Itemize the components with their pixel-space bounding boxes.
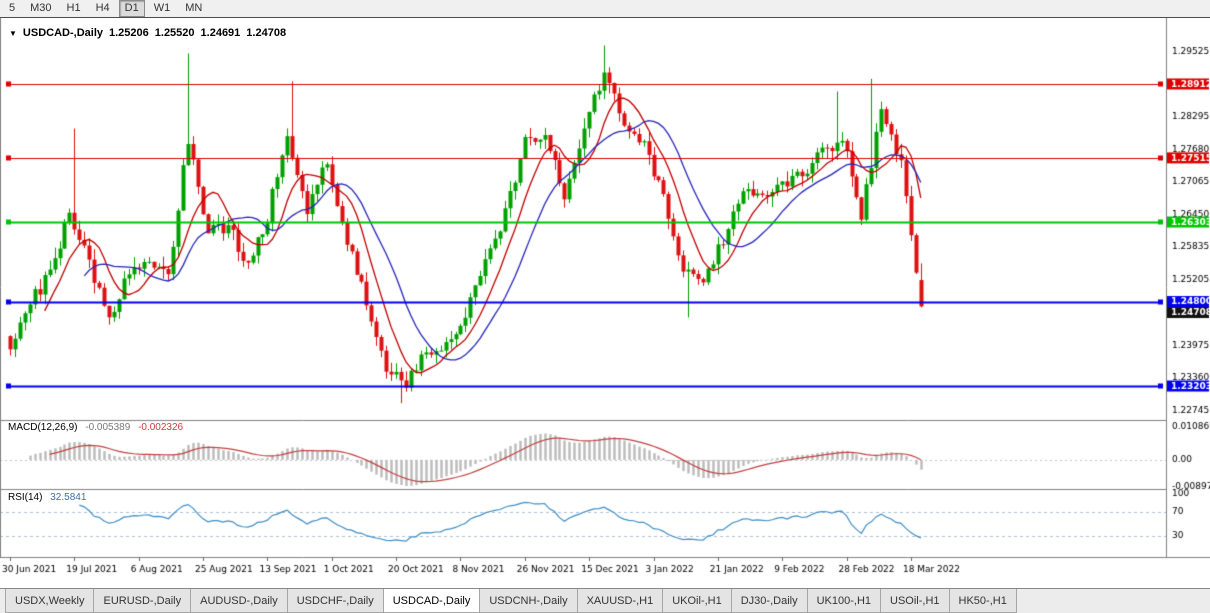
- tab-usdcad-daily[interactable]: USDCAD-,Daily: [382, 589, 481, 613]
- tab-hk50-h1[interactable]: HK50-,H1: [948, 589, 1017, 613]
- price-chart-canvas[interactable]: [0, 18, 1210, 588]
- timeframe-button-d1[interactable]: D1: [118, 0, 145, 17]
- timeframe-button-m30[interactable]: M30: [30, 2, 52, 14]
- tab-usoil-h1[interactable]: USOil-,H1: [880, 589, 950, 613]
- timeframe-toolbar: 5 M30 H1 H4 D1 W1 MN: [0, 0, 1210, 18]
- tab-dj30-daily[interactable]: DJ30-,Daily: [730, 589, 808, 613]
- chart-window: ▼ USDCAD-,Daily 1.25206 1.25520 1.24691 …: [0, 18, 1210, 588]
- tab-eurusd-daily[interactable]: EURUSD-,Daily: [93, 589, 192, 613]
- timeframe-button-h1[interactable]: H1: [66, 2, 81, 14]
- timeframe-button-w1[interactable]: W1: [153, 2, 171, 14]
- tab-xauusd-h1[interactable]: XAUUSD-,H1: [576, 589, 664, 613]
- tab-usdcnh-daily[interactable]: USDCNH-,Daily: [479, 589, 578, 613]
- timeframe-button-h4[interactable]: H4: [95, 2, 110, 14]
- tab-uk100-h1[interactable]: UK100-,H1: [806, 589, 882, 613]
- tab-ukoil-h1[interactable]: UKOil-,H1: [662, 589, 732, 613]
- tab-usdchf-daily[interactable]: USDCHF-,Daily: [286, 589, 384, 613]
- symbol-tabbar: USDX,Weekly EURUSD-,Daily AUDUSD-,Daily USD…: [0, 588, 1210, 613]
- tab-usdx-weekly[interactable]: USDX,Weekly: [5, 589, 95, 613]
- timeframe-button-mn[interactable]: MN: [185, 2, 203, 14]
- timeframe-button-5[interactable]: 5: [9, 2, 16, 14]
- tab-audusd-daily[interactable]: AUDUSD-,Daily: [190, 589, 288, 613]
